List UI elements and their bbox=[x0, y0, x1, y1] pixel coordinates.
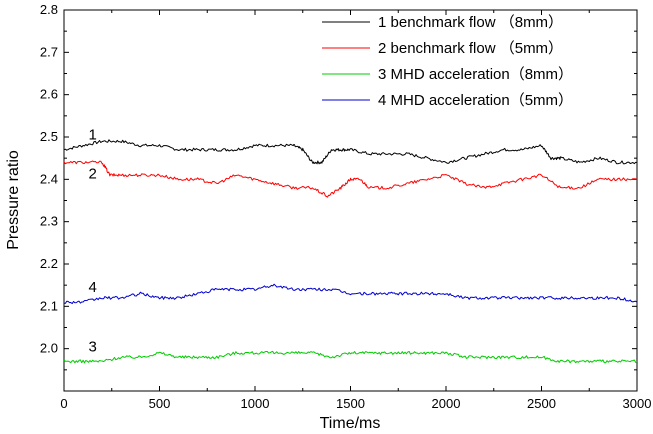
curve-labels: 1 2 3 4 bbox=[88, 127, 96, 356]
legend-label: 2 benchmark flow （5mm） bbox=[378, 40, 563, 57]
series-line bbox=[63, 160, 638, 198]
x-tick-label: 2000 bbox=[432, 396, 461, 411]
x-tick-label: 3000 bbox=[623, 396, 652, 411]
curve-label: 3 bbox=[88, 338, 96, 355]
x-axis-title: Time/ms bbox=[320, 415, 381, 432]
legend-label: 3 MHD acceleration（8mm） bbox=[378, 66, 573, 83]
x-tick-label: 500 bbox=[149, 396, 171, 411]
y-tick-label: 2.8 bbox=[40, 2, 58, 17]
series-line bbox=[63, 139, 637, 165]
curve-label: 4 bbox=[88, 279, 96, 296]
y-tick-label: 2.2 bbox=[40, 256, 58, 271]
x-tick-label: 1500 bbox=[336, 396, 365, 411]
legend-label: 1 benchmark flow （8mm） bbox=[378, 14, 563, 31]
y-tick-label: 2.1 bbox=[40, 298, 58, 313]
series-line bbox=[63, 283, 638, 305]
y-tick-label: 2.5 bbox=[40, 129, 58, 144]
y-axis-title: Pressure ratio bbox=[5, 150, 22, 250]
series-layer bbox=[63, 139, 638, 364]
y-tick-label: 2.6 bbox=[40, 87, 58, 102]
legend-label: 4 MHD acceleration（5mm） bbox=[378, 92, 573, 109]
y-tick-label: 2.7 bbox=[40, 44, 58, 59]
x-tick-label: 1000 bbox=[241, 396, 270, 411]
y-tick-label: 2.3 bbox=[40, 214, 58, 229]
axis-ticks: 0 500 1000 1500 2000 2500 3000 2.0 2.1 2.2 2.3 2.4 2… bbox=[40, 2, 652, 411]
y-tick-label: 2.4 bbox=[40, 171, 58, 186]
y-tick-label: 2.0 bbox=[40, 341, 58, 356]
curve-label: 2 bbox=[88, 165, 96, 182]
curve-label: 1 bbox=[88, 127, 96, 144]
legend: 1 benchmark flow （8mm） 2 benchmark flow （… bbox=[322, 14, 573, 109]
x-tick-label: 0 bbox=[60, 396, 67, 411]
x-tick-label: 2500 bbox=[527, 396, 556, 411]
series-line bbox=[63, 350, 638, 364]
